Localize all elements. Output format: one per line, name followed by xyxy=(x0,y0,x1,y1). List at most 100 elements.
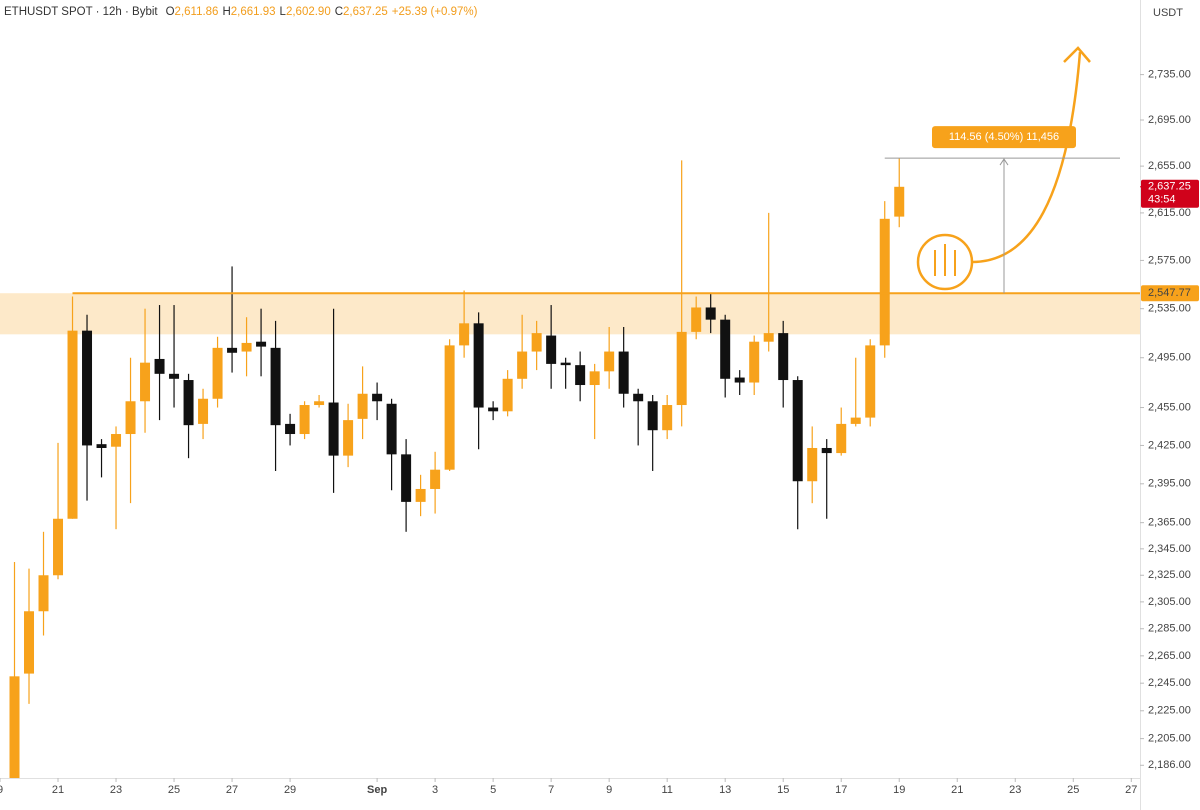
candle-body xyxy=(198,398,209,424)
x-tick-label: 15 xyxy=(777,784,789,796)
change-value: +25.39 (+0.97%) xyxy=(392,6,478,18)
axes: USDT 2,735.00 2,695.00 2,655.00 2,615.00 2,57… xyxy=(0,7,1199,796)
x-tick-label: 11 xyxy=(661,784,672,796)
candle-body xyxy=(836,423,847,454)
y-tick-label: 2,615.00 xyxy=(1148,207,1191,219)
candle-body xyxy=(705,307,716,320)
x-tick-label: 19 xyxy=(893,784,905,796)
candle-body xyxy=(444,345,455,470)
candle-body xyxy=(24,611,35,674)
y-tick-label: 2,495.00 xyxy=(1148,352,1191,364)
x-tick-label: 21 xyxy=(52,784,64,796)
candle-body xyxy=(633,393,644,402)
x-tick-label: Sep xyxy=(367,784,387,796)
candle-body xyxy=(241,342,252,352)
candle-body xyxy=(647,401,658,431)
candle-body xyxy=(720,319,731,379)
y-tick-label: 2,325.00 xyxy=(1148,569,1191,581)
y-tick-label: 2,225.00 xyxy=(1148,705,1191,717)
ohlc-value: 2,661.93 xyxy=(231,6,276,18)
candle-body xyxy=(517,351,528,379)
candle-body xyxy=(169,373,180,379)
level-price-label: 2,547.77 xyxy=(1148,287,1191,299)
x-tick-label: 9 xyxy=(606,784,612,796)
y-tick-label: 2,345.00 xyxy=(1148,543,1191,555)
x-tick-label: 13 xyxy=(719,784,731,796)
x-tick-label: 17 xyxy=(835,784,847,796)
candle-body xyxy=(67,330,78,519)
x-tick-label: 29 xyxy=(284,784,296,796)
candle-body xyxy=(256,341,267,347)
candle-body xyxy=(488,407,499,412)
x-tick-label: 25 xyxy=(1067,784,1079,796)
candle-body xyxy=(763,333,774,342)
y-tick-label: 2,575.00 xyxy=(1148,254,1191,266)
x-tick-label: 27 xyxy=(226,784,238,796)
candle-body xyxy=(865,345,876,418)
candle-body xyxy=(807,447,818,482)
x-tick-label: 25 xyxy=(168,784,180,796)
candle-body xyxy=(430,469,441,489)
x-tick-label: 23 xyxy=(110,784,122,796)
candle-body xyxy=(415,488,426,502)
ohlc-letter: L xyxy=(280,6,287,18)
candle-body xyxy=(850,417,861,424)
candle-body xyxy=(386,403,397,455)
overlay: 114.56 (4.50%) 11,456 xyxy=(884,46,1120,294)
candle-body xyxy=(357,393,368,419)
candle-body xyxy=(604,351,615,372)
y-tick-label: 2,205.00 xyxy=(1148,733,1191,745)
level-price-box xyxy=(1141,285,1199,302)
candle-body xyxy=(734,377,745,383)
x-tick-label: 21 xyxy=(951,784,963,796)
x-tick-label: 27 xyxy=(1125,784,1137,796)
candle-body xyxy=(38,575,49,612)
candle-body xyxy=(575,365,586,386)
candle-body xyxy=(9,676,20,778)
x-tick-label: 7 xyxy=(548,784,554,796)
candle-body xyxy=(459,323,470,346)
measure-label-box xyxy=(932,126,1076,149)
y-tick-label: 2,365.00 xyxy=(1148,517,1191,529)
candle-body xyxy=(676,331,687,406)
candle-body xyxy=(227,347,238,353)
candle-body xyxy=(53,518,64,576)
candle-body xyxy=(531,333,542,352)
plot-area xyxy=(0,158,1140,778)
candle-body xyxy=(212,347,223,399)
projection-arrow xyxy=(971,51,1082,264)
y-tick-label: 2,455.00 xyxy=(1148,401,1191,413)
candle-body xyxy=(473,323,484,408)
y-tick-label: 2,735.00 xyxy=(1148,69,1191,81)
symbol-info: ETHUSDT SPOT · 12h · Bybit xyxy=(4,6,158,18)
candle-body xyxy=(125,401,136,435)
candle-body xyxy=(546,335,557,364)
candle-body xyxy=(82,330,93,446)
candle-body xyxy=(111,434,122,447)
candle-body xyxy=(401,454,412,502)
x-tick-label: 23 xyxy=(1009,784,1021,796)
candle-body xyxy=(140,362,151,402)
candle-body xyxy=(372,393,383,402)
candle-body xyxy=(343,420,354,456)
candle-body xyxy=(154,358,165,374)
candle-body xyxy=(662,405,673,431)
ohlc-letter: H xyxy=(222,6,230,18)
y-tick-label: 2,655.00 xyxy=(1148,160,1191,172)
candle-body xyxy=(778,333,789,381)
y-tick-label: 2,535.00 xyxy=(1148,303,1191,315)
candle-body xyxy=(183,380,194,426)
x-tick-label: 9 xyxy=(0,784,3,796)
candle-body xyxy=(749,341,760,383)
price-axis-unit: USDT xyxy=(1153,7,1183,19)
x-tick-label: 5 xyxy=(490,784,496,796)
y-tick-label: 2,245.00 xyxy=(1148,677,1191,689)
candle-body xyxy=(879,218,890,346)
countdown-label: 43:54 xyxy=(1148,194,1176,206)
ohlc-letter: C xyxy=(335,6,343,18)
candle-body xyxy=(560,362,571,366)
candle-body xyxy=(691,307,702,332)
candle-body xyxy=(314,401,325,406)
